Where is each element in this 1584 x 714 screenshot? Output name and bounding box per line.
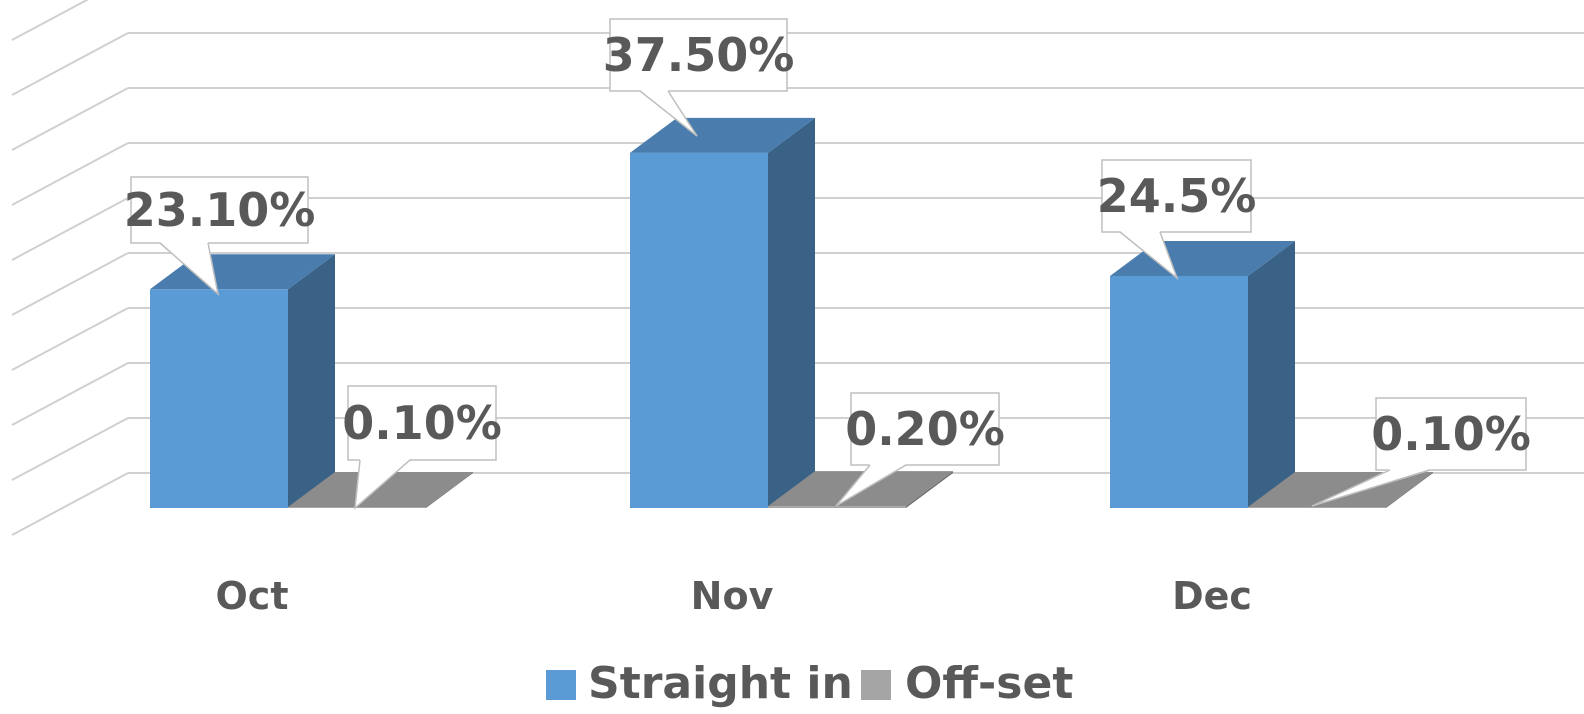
data-label: 24.5% bbox=[1097, 169, 1257, 223]
bar-straight-in-dec bbox=[1110, 240, 1295, 509]
gridline-diagonal bbox=[11, 0, 89, 41]
bar-side bbox=[1248, 240, 1295, 509]
bar-top bbox=[288, 472, 473, 507]
gridline-diagonal bbox=[11, 472, 129, 536]
callout-box bbox=[609, 18, 788, 92]
data-label-callout: 0.10% bbox=[1311, 397, 1531, 507]
callout-pointer-outline bbox=[159, 242, 220, 297]
legend-swatch bbox=[861, 670, 891, 700]
callout-box bbox=[850, 392, 1000, 466]
data-label-callout: 0.10% bbox=[342, 385, 502, 510]
data-label: 23.10% bbox=[124, 183, 316, 237]
gridline-diagonal bbox=[11, 142, 129, 206]
bars bbox=[150, 117, 1433, 509]
legend: Straight in Off-set bbox=[546, 658, 1073, 709]
bar-side bbox=[768, 117, 815, 508]
gridline-diagonal bbox=[11, 362, 129, 426]
data-label-callout: 24.5% bbox=[1097, 159, 1257, 281]
bar bbox=[630, 152, 768, 508]
legend-label: Off-set bbox=[905, 658, 1073, 709]
x-tick-label: Nov bbox=[691, 574, 774, 618]
bar-side bbox=[288, 254, 335, 508]
legend-swatch bbox=[546, 670, 576, 700]
legend-label: Straight in bbox=[588, 658, 853, 709]
bar bbox=[150, 289, 288, 508]
data-label: 0.10% bbox=[342, 396, 502, 450]
bar bbox=[288, 507, 426, 508]
callout-pointer-outline bbox=[835, 464, 907, 507]
gridline-diagonal bbox=[11, 252, 129, 316]
bar-side bbox=[426, 472, 473, 508]
gridline-diagonal bbox=[11, 417, 129, 481]
data-label-callout: 37.50% bbox=[603, 18, 795, 137]
bar bbox=[1110, 275, 1248, 508]
gridline-diagonal bbox=[11, 87, 129, 151]
bar-straight-in-oct bbox=[150, 254, 335, 508]
callout-pointer-outline bbox=[639, 90, 698, 137]
data-label: 0.20% bbox=[845, 402, 1005, 456]
x-tick-label: Dec bbox=[1172, 574, 1252, 618]
data-label: 0.10% bbox=[1371, 407, 1531, 461]
callout-pointer-outline bbox=[1119, 231, 1179, 281]
bar bbox=[1248, 507, 1386, 508]
callout-pointer-outline bbox=[354, 459, 411, 510]
callout-box bbox=[1375, 397, 1527, 471]
callout-box bbox=[1101, 159, 1252, 233]
callout-box bbox=[347, 385, 497, 461]
bar-side bbox=[1386, 472, 1433, 508]
data-label-callout: 23.10% bbox=[124, 176, 316, 297]
x-tick-label: Oct bbox=[216, 574, 289, 618]
gridline-diagonal bbox=[11, 197, 129, 261]
data-label: 37.50% bbox=[603, 28, 795, 82]
x-axis-labels: Oct Nov Dec bbox=[216, 574, 1252, 618]
callout-pointer-outline bbox=[1311, 469, 1431, 507]
callout-box bbox=[130, 176, 309, 244]
gridline-diagonal bbox=[11, 307, 129, 371]
bar-off-set-oct bbox=[288, 472, 473, 508]
data-labels: 23.10% 0.10% 37.50% 0.20% 24.5% 0.10% bbox=[124, 18, 1531, 510]
bar-top bbox=[630, 117, 815, 153]
bar-straight-in-nov bbox=[630, 117, 815, 508]
data-label-callout: 0.20% bbox=[835, 392, 1005, 507]
gridline-diagonal bbox=[11, 32, 129, 96]
bar bbox=[768, 506, 906, 508]
bar-side bbox=[906, 471, 953, 508]
